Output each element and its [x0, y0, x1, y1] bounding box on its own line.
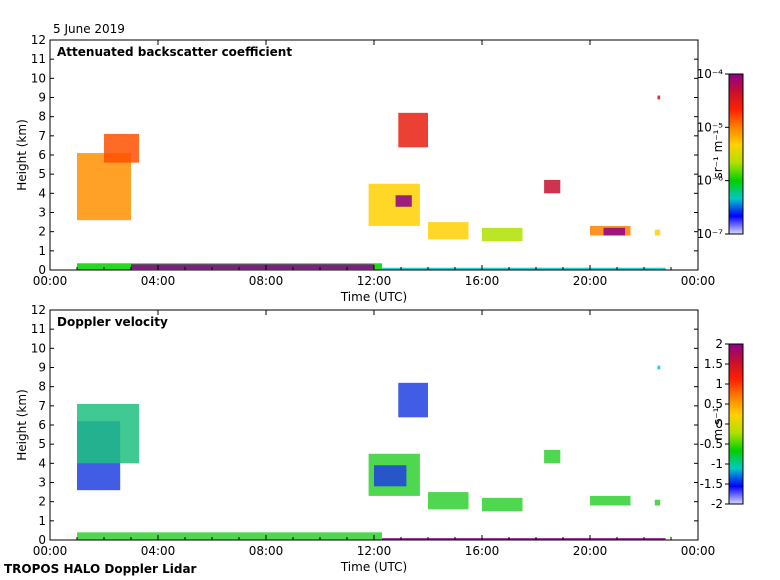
x-tick-label: 16:00	[465, 544, 500, 558]
colorbar-gradient	[728, 73, 744, 235]
date-label: 5 June 2019	[53, 22, 125, 36]
y-tick-label: 10	[31, 71, 46, 85]
colorbar-tick-label: -0.5	[700, 437, 723, 451]
colorbar-tick-label: 0	[715, 417, 723, 431]
echo-region-10	[654, 499, 661, 506]
x-tick-label: 20:00	[573, 274, 608, 288]
plot-title: Attenuated backscatter coefficient	[57, 45, 292, 59]
colorbar-tick-label: 0.5	[704, 397, 723, 411]
colorbar-tick-label: -1.5	[700, 477, 723, 491]
y-tick-label: 10	[31, 341, 46, 355]
y-tick-label: 11	[31, 322, 46, 336]
x-tick-label: 00:00	[33, 544, 68, 558]
colorbar-tick-label: 10⁻⁷	[697, 227, 724, 241]
y-tick-label: 0	[38, 263, 46, 277]
footer-label: TROPOS HALO Doppler Lidar	[4, 562, 197, 576]
echo-region-12	[654, 229, 661, 236]
colorbar-tick-label: 1	[715, 377, 723, 391]
colorbar-tick-label: 1.5	[704, 357, 723, 371]
colorbar: 2 1.5 1 0.5 0 -0.5 -1 -1.5 -2 m s⁻¹	[700, 337, 744, 511]
x-tick-label: 20:00	[573, 544, 608, 558]
y-tick-label: 4	[38, 456, 46, 470]
colorbar-tick-label: 10⁻⁴	[697, 67, 724, 81]
echo-region-7	[428, 222, 469, 240]
y-tick-label: 3	[38, 206, 46, 220]
y-tick-label: 2	[38, 495, 46, 509]
y-tick-label: 4	[38, 186, 46, 200]
x-tick-label: 04:00	[141, 544, 176, 558]
echo-region-1	[131, 264, 374, 270]
x-tick-label: 00:00	[33, 274, 68, 288]
y-tick-label: 9	[38, 91, 46, 105]
echo-region-5	[395, 195, 412, 207]
echo-regions	[77, 365, 666, 540]
echo-region-9	[544, 179, 561, 194]
x-tick-label: 08:00	[249, 274, 284, 288]
echo-region-2	[77, 153, 131, 221]
echo-region-13	[657, 95, 661, 100]
backscatter-panel: Attenuated backscatter coefficient012345…	[15, 33, 744, 304]
colorbar-gradient	[728, 343, 744, 505]
echo-region-9	[590, 495, 631, 506]
colorbar-tick-label: -1	[711, 457, 723, 471]
x-tick-label: 16:00	[465, 274, 500, 288]
colorbar-unit-label: sr⁻¹ m⁻¹	[711, 129, 725, 178]
echo-region-2	[77, 403, 140, 464]
x-tick-label: 04:00	[141, 274, 176, 288]
y-tick-label: 6	[38, 418, 46, 432]
x-tick-label: 00:00	[681, 544, 716, 558]
x-axis-label: Time (UTC)	[340, 290, 407, 304]
y-axis-label: Height (km)	[15, 389, 29, 460]
echo-region-12	[382, 538, 666, 540]
echo-regions	[77, 95, 666, 270]
echo-region-8	[544, 449, 561, 464]
y-tick-label: 9	[38, 361, 46, 375]
echo-region-8	[482, 227, 523, 242]
echo-region-11	[603, 227, 626, 236]
echo-region-6	[398, 112, 428, 148]
y-tick-label: 12	[31, 303, 46, 317]
y-tick-label: 8	[38, 380, 46, 394]
plot-title: Doppler velocity	[57, 315, 168, 329]
y-tick-label: 0	[38, 533, 46, 547]
echo-region-11	[657, 365, 661, 370]
y-tick-label: 1	[38, 514, 46, 528]
x-axis-label: Time (UTC)	[340, 560, 407, 574]
echo-region-5	[398, 382, 428, 418]
y-tick-label: 7	[38, 399, 46, 413]
y-tick-label: 8	[38, 110, 46, 124]
colorbar-tick-label: 10⁻⁶	[697, 174, 724, 188]
y-tick-label: 12	[31, 33, 46, 47]
y-tick-label: 7	[38, 129, 46, 143]
y-tick-label: 5	[38, 167, 46, 181]
echo-region-4	[368, 183, 420, 226]
x-tick-label: 08:00	[249, 544, 284, 558]
y-tick-label: 2	[38, 225, 46, 239]
y-axis-label: Height (km)	[15, 119, 29, 190]
x-tick-label: 12:00	[357, 274, 392, 288]
y-tick-label: 3	[38, 476, 46, 490]
x-tick-label: 12:00	[357, 544, 392, 558]
colorbar-tick-label: -2	[711, 497, 723, 511]
echo-region-7	[482, 497, 523, 512]
colorbar-tick-label: 2	[715, 337, 723, 351]
y-tick-label: 5	[38, 437, 46, 451]
y-tick-label: 1	[38, 244, 46, 258]
colorbar-unit-label: m s⁻¹	[711, 407, 725, 440]
echo-region-4	[374, 465, 407, 487]
y-tick-label: 11	[31, 52, 46, 66]
colorbar-tick-label: 10⁻⁵	[697, 120, 724, 134]
echo-region-0	[77, 532, 383, 540]
y-tick-label: 6	[38, 148, 46, 162]
echo-region-6	[428, 492, 469, 510]
echo-region-3	[104, 133, 140, 163]
echo-region-14	[382, 267, 666, 270]
colorbar: 10⁻⁴ 10⁻⁵ 10⁻⁶ 10⁻⁷ sr⁻¹ m⁻¹	[697, 67, 744, 241]
x-tick-label: 00:00	[681, 274, 716, 288]
